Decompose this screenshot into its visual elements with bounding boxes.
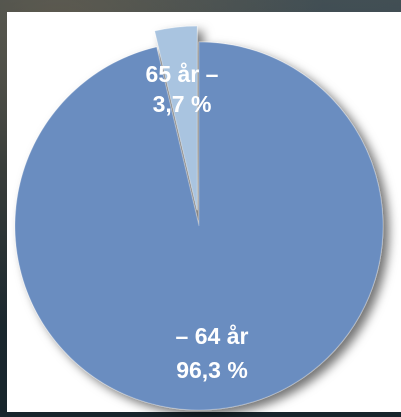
slice-label-65-plus-line2: 3,7 % — [153, 91, 212, 117]
pie-slice-65-plus — [154, 25, 198, 211]
pie-slice-under-64 — [14, 41, 384, 411]
slice-label-under-64-line1: – 64 år — [176, 323, 249, 349]
slice-label-65-plus-line1: 65 år – — [146, 61, 219, 87]
slice-label-under-64-line2: 96,3 % — [176, 357, 248, 383]
